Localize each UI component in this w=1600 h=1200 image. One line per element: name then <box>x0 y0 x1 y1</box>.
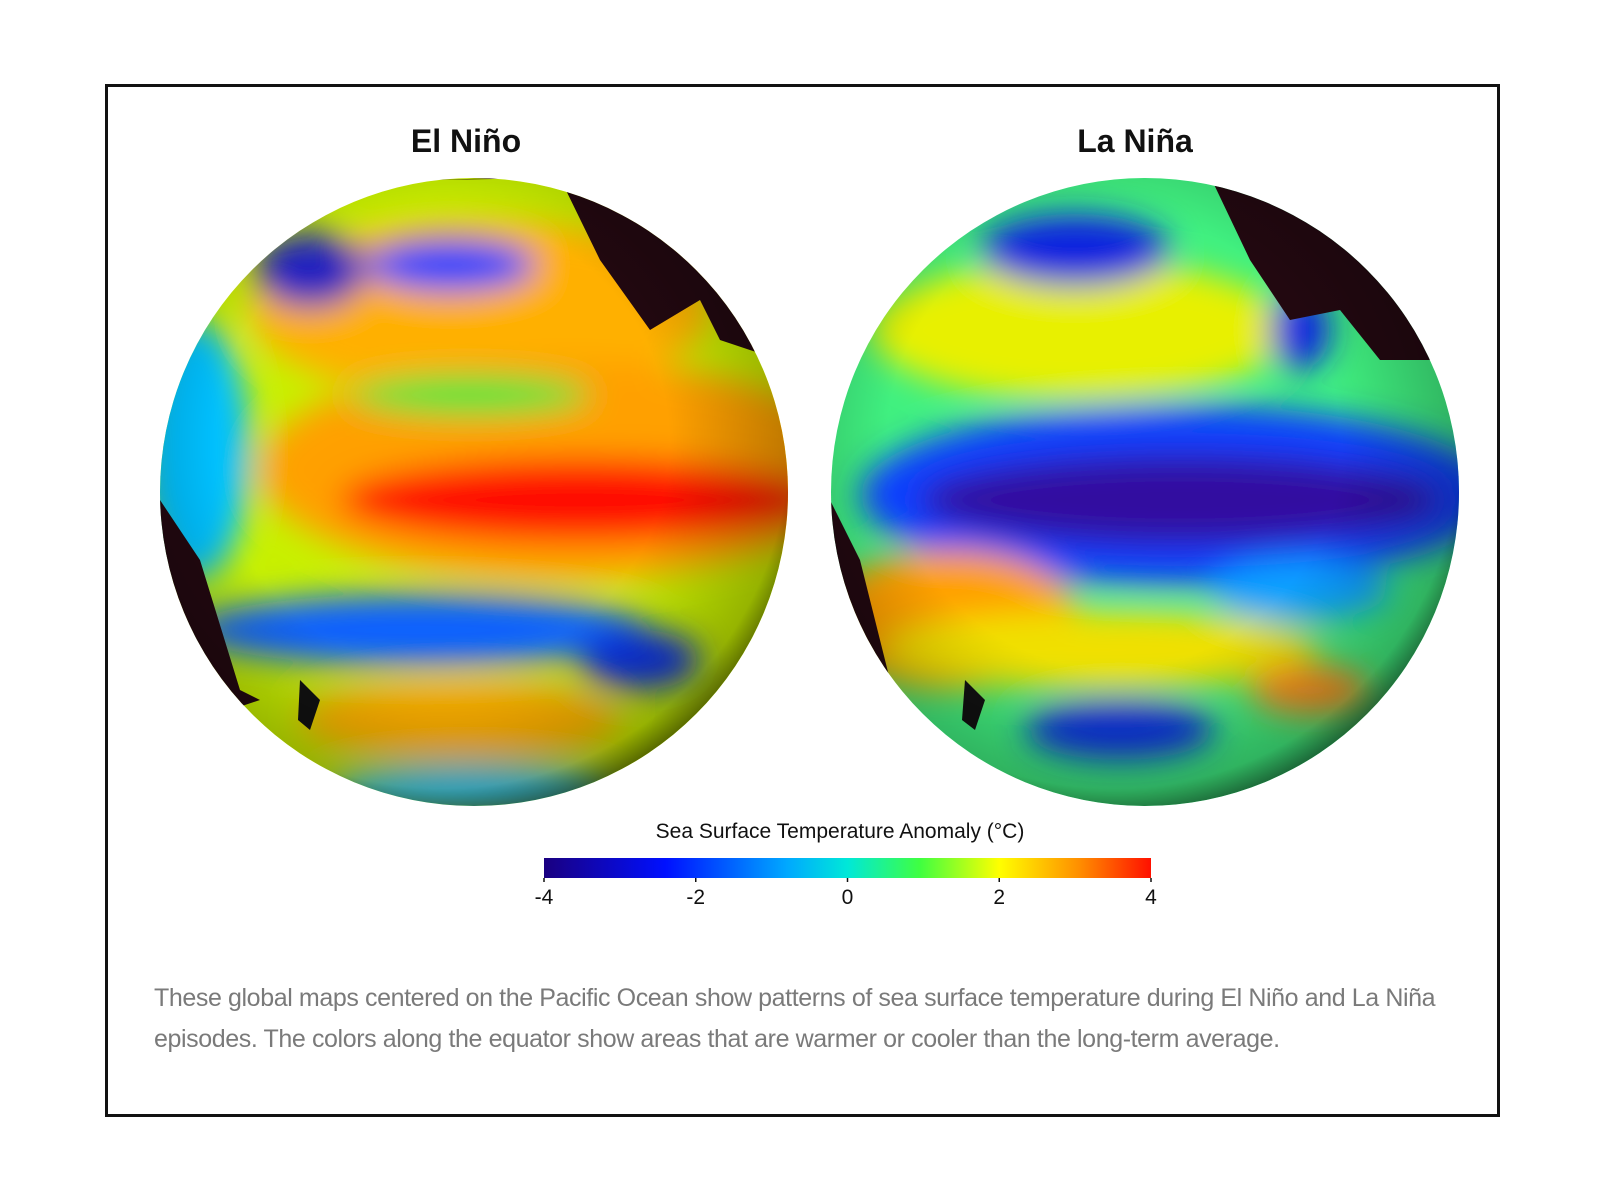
colorbar-tick-label: 4 <box>1145 886 1157 909</box>
colorbar-tick-label: 2 <box>993 886 1005 909</box>
colorbar-tick-label: 0 <box>842 886 854 909</box>
colorbar-label: Sea Surface Temperature Anomaly (°C) <box>656 820 1025 843</box>
colorbar-ticks: -4 -2 0 2 4 <box>535 878 1157 909</box>
panel-title: El Niño <box>411 123 521 159</box>
colorbar-tick-label: -4 <box>535 886 554 909</box>
colorbar <box>544 858 1151 878</box>
la-nina-globe <box>831 178 1459 806</box>
figure-frame <box>105 84 1500 1117</box>
el-nino-globe <box>160 178 788 806</box>
panel-title: La Niña <box>1077 123 1193 159</box>
caption: These global maps centered on the Pacifi… <box>154 984 1436 1053</box>
colorbar-tick-label: -2 <box>686 886 705 909</box>
